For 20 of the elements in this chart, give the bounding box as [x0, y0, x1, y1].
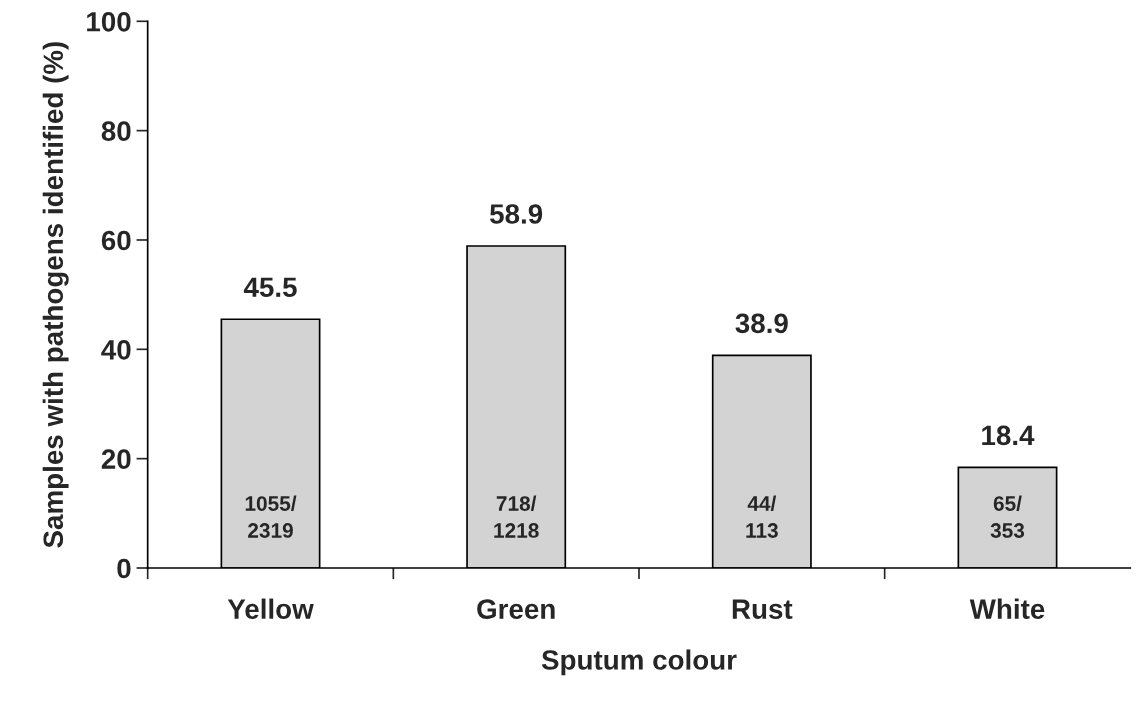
x-tick-label: Green: [477, 599, 555, 619]
y-axis-title: Samples with pathogens identified (%): [42, 42, 69, 548]
annotation: 44/ 113: [746, 495, 778, 538]
data-label: 45.5: [243, 277, 297, 298]
y-tick-label: 80: [101, 121, 131, 141]
x-tick-label: Yellow: [227, 598, 314, 619]
data-label: 38.9: [735, 313, 788, 334]
annotation: 65/ 353: [990, 495, 1025, 538]
y-tick-label: 40: [101, 339, 131, 360]
annotation: 718/ 1218: [494, 495, 539, 538]
annotation: 1055/ 2319: [245, 495, 297, 538]
y-tick-label: 100: [87, 11, 131, 32]
y-tick-label: 0: [117, 558, 131, 579]
y-tick-label: 60: [101, 230, 131, 251]
data-label: 18.4: [982, 425, 1035, 446]
x-axis-title: Sputum colour: [541, 649, 737, 676]
y-tick-label: 20: [101, 449, 131, 469]
x-tick-label: White: [969, 598, 1045, 619]
x-tick-label: Rust: [732, 599, 793, 619]
data-label: 58.9: [490, 204, 543, 224]
